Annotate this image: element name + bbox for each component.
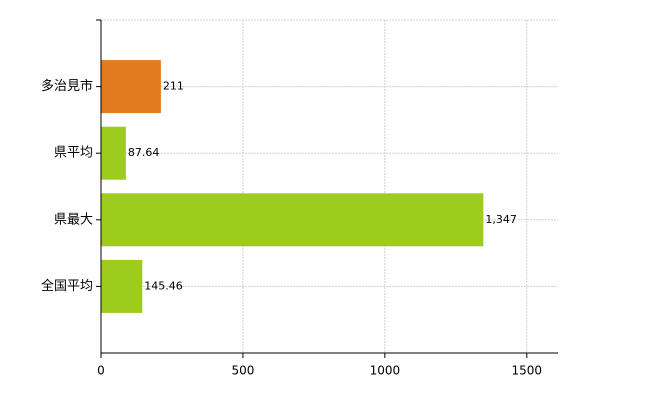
value-label: 87.64: [128, 146, 160, 159]
y-tick-label: 多治見市: [41, 78, 93, 94]
bar: [101, 60, 161, 114]
value-label: 1,347: [485, 213, 516, 226]
x-tick-label: 500: [231, 364, 254, 378]
x-tick-label: 1000: [370, 364, 401, 378]
y-tick-label: 県平均: [54, 146, 93, 161]
x-tick-label: 1500: [512, 364, 543, 378]
bar: [101, 126, 126, 180]
bar: [101, 193, 484, 247]
bar: [101, 259, 143, 313]
y-tick-label: 全国平均: [41, 278, 93, 294]
value-label: 145.46: [144, 279, 183, 292]
value-label: 211: [163, 80, 184, 93]
y-tick-label: 県最大: [54, 212, 93, 227]
x-tick-label: 0: [97, 364, 105, 378]
